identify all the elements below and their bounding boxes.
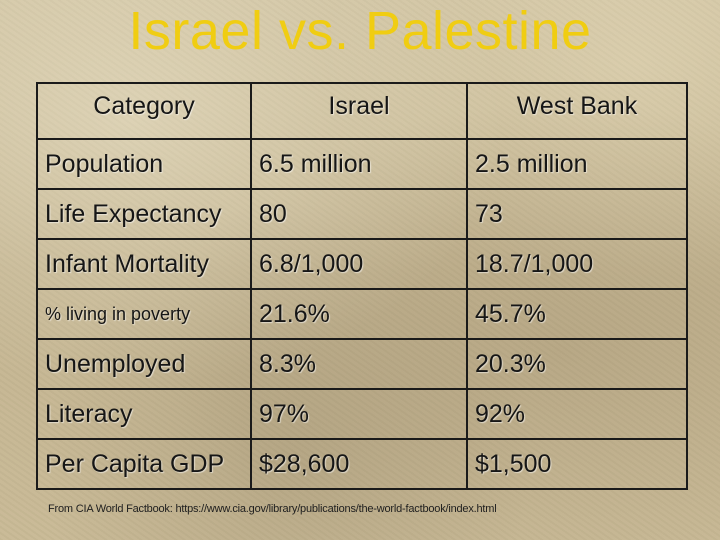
row-label: Per Capita GDP: [36, 438, 252, 490]
israel-value: 8.3%: [250, 338, 468, 390]
table-row: Population 6.5 million 2.5 million: [36, 138, 688, 190]
header-israel: Israel: [250, 82, 468, 140]
west-bank-value: 2.5 million: [466, 138, 688, 190]
slide-title: Israel vs. Palestine: [128, 1, 592, 61]
west-bank-value: $1,500: [466, 438, 688, 490]
header-category: Category: [36, 82, 252, 140]
row-label: % living in poverty: [36, 288, 252, 340]
row-label: Literacy: [36, 388, 252, 440]
comparison-table-container: Category Israel West Bank Population 6.5…: [36, 82, 688, 490]
row-label: Life Expectancy: [36, 188, 252, 240]
table-header-row: Category Israel West Bank: [36, 82, 688, 140]
israel-value: 6.5 million: [250, 138, 468, 190]
israel-value: 21.6%: [250, 288, 468, 340]
table-row: % living in poverty 21.6% 45.7%: [36, 288, 688, 340]
west-bank-value: 45.7%: [466, 288, 688, 340]
israel-value: $28,600: [250, 438, 468, 490]
west-bank-value: 18.7/1,000: [466, 238, 688, 290]
table-row: Literacy 97% 92%: [36, 388, 688, 440]
header-west-bank: West Bank: [466, 82, 688, 140]
comparison-table: Category Israel West Bank Population 6.5…: [36, 82, 688, 490]
west-bank-value: 73: [466, 188, 688, 240]
row-label: Population: [36, 138, 252, 190]
west-bank-value: 20.3%: [466, 338, 688, 390]
israel-value: 97%: [250, 388, 468, 440]
table-row: Life Expectancy 80 73: [36, 188, 688, 240]
row-label: Unemployed: [36, 338, 252, 390]
table-row: Per Capita GDP $28,600 $1,500: [36, 438, 688, 490]
table-row: Infant Mortality 6.8/1,000 18.7/1,000: [36, 238, 688, 290]
row-label: Infant Mortality: [36, 238, 252, 290]
source-citation: From CIA World Factbook: https://www.cia…: [48, 503, 497, 515]
israel-value: 80: [250, 188, 468, 240]
west-bank-value: 92%: [466, 388, 688, 440]
israel-value: 6.8/1,000: [250, 238, 468, 290]
table-row: Unemployed 8.3% 20.3%: [36, 338, 688, 390]
